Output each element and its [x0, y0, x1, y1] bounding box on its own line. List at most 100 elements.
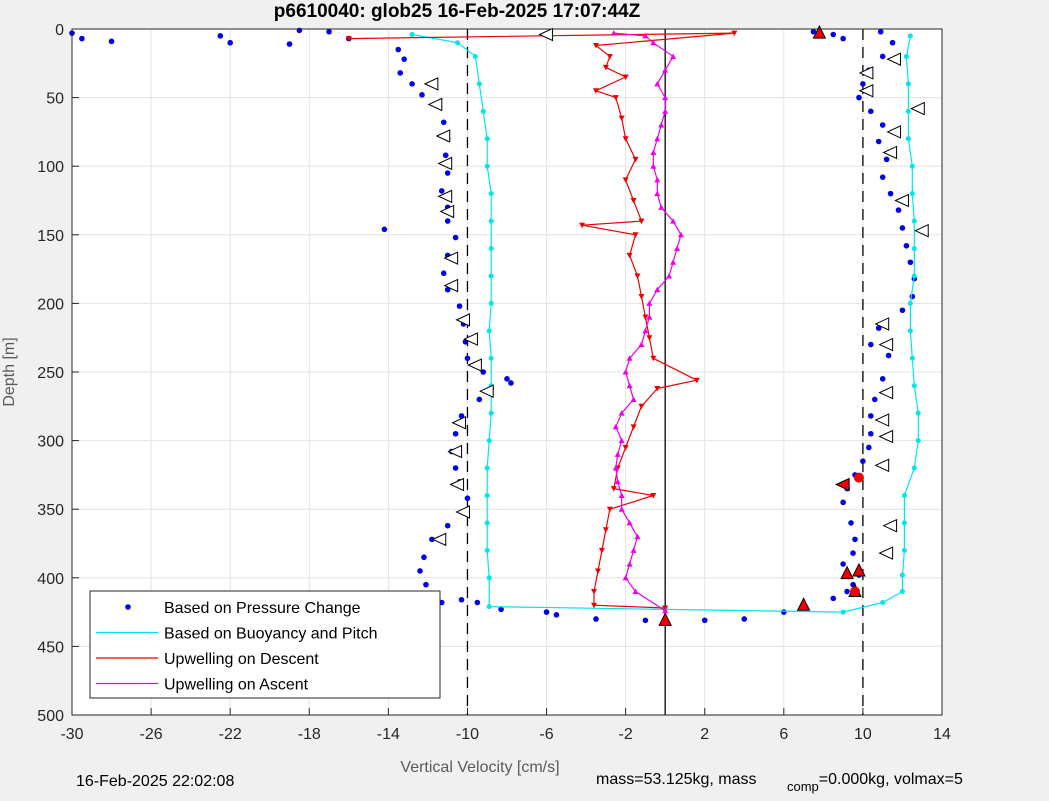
triangle-left-marker — [878, 546, 894, 560]
pressure-point — [860, 458, 866, 464]
series-marker — [618, 506, 625, 512]
series-marker — [614, 451, 621, 457]
red-dot-marker — [853, 472, 864, 483]
pressure-point — [444, 170, 451, 176]
buoyancy-point — [488, 355, 494, 361]
triangle-left-marker — [455, 505, 470, 519]
pressure-point — [423, 581, 429, 588]
series-marker — [618, 492, 625, 498]
pressure-point — [79, 35, 85, 42]
x-tick-label: -2 — [619, 726, 633, 743]
y-tick-label: 400 — [37, 571, 64, 588]
buoyancy-point — [911, 273, 917, 279]
buoyancy-point — [901, 520, 907, 526]
buoyancy-point — [484, 465, 490, 471]
series-marker — [646, 335, 653, 341]
buoyancy-point — [915, 438, 921, 444]
series-marker — [622, 574, 629, 581]
pressure-point — [840, 35, 846, 42]
x-tick-label: -22 — [219, 726, 242, 743]
pressure-point — [108, 38, 115, 45]
pressure-point — [850, 550, 856, 556]
buoyancy-point — [901, 492, 907, 498]
series-upwelling-on-ascent — [610, 30, 684, 614]
pressure-point — [907, 259, 914, 266]
legend-swatch — [125, 604, 131, 610]
pressure-point — [868, 413, 874, 419]
buoyancy-point — [901, 547, 907, 553]
pressure-point — [442, 152, 449, 159]
pressure-point — [868, 430, 874, 437]
buoyancy-point — [484, 136, 490, 142]
buoyancy-point — [905, 136, 911, 142]
triangle-up-marker — [658, 612, 672, 626]
y-tick-label: 450 — [37, 639, 64, 656]
pressure-point — [217, 33, 224, 39]
plot-frame — [71, 28, 943, 716]
series-marker — [610, 30, 617, 36]
y-tick-label: 500 — [37, 708, 64, 725]
buoyancy-point — [486, 575, 492, 581]
buoyancy-point — [486, 328, 492, 334]
triangle-left-marker — [455, 313, 470, 327]
pressure-point — [458, 596, 465, 603]
triangle-left-marker — [437, 189, 453, 204]
series-marker — [654, 135, 661, 142]
series-marker — [693, 377, 700, 384]
series-marker — [650, 163, 657, 169]
series-marker — [658, 122, 665, 128]
series-marker — [731, 30, 738, 37]
buoyancy-point — [907, 300, 913, 306]
x-tick-label: -14 — [377, 726, 400, 743]
red-dot-marker — [850, 586, 860, 597]
pressure-point — [381, 226, 388, 233]
pressure-point — [464, 495, 471, 502]
pressure-point — [480, 369, 487, 375]
buoyancy-point — [911, 465, 917, 471]
series-marker — [591, 602, 597, 609]
triangle-left-marker — [467, 358, 482, 372]
series-marker — [612, 95, 619, 101]
buoyancy-point — [840, 609, 846, 615]
series-marker — [622, 369, 629, 375]
x-tick-label: 6 — [779, 726, 788, 743]
y-tick-label: 200 — [37, 296, 64, 313]
series-marker — [662, 607, 669, 614]
series-marker — [654, 286, 661, 293]
triangle-left-marker — [882, 145, 898, 160]
legend-label: Upwelling on Ascent — [164, 677, 309, 694]
buoyancy-point — [484, 163, 490, 169]
pressure-point — [464, 355, 471, 362]
pressure-point — [593, 616, 599, 622]
pressure-point — [452, 430, 459, 437]
series-marker — [654, 80, 661, 87]
reference-lines — [466, 29, 864, 715]
series-marker — [592, 42, 599, 49]
pressure-point — [840, 561, 846, 567]
triangle-left-marker — [878, 429, 894, 444]
x-tick-labels: -30 -26 -22 -18 -14 -10 -6 -2 2 6 10 14 — [60, 726, 951, 743]
pressure-point — [452, 465, 459, 471]
y-tick-label: 300 — [37, 434, 64, 451]
series-marker — [642, 32, 649, 39]
pressure-point — [474, 599, 481, 606]
pressure-point — [840, 499, 846, 506]
triangle-left-marker — [431, 532, 447, 547]
y-tick-label: 350 — [37, 502, 64, 519]
pressure-point — [444, 286, 451, 293]
pressure-point — [899, 225, 906, 231]
x-tick-label: -6 — [539, 726, 553, 743]
pressure-point — [397, 70, 404, 76]
pressure-point — [543, 609, 550, 615]
triangle-left-marker — [910, 101, 925, 116]
pressure-point — [438, 188, 445, 194]
triangle-left-marker — [435, 129, 451, 143]
series-marker — [658, 204, 665, 210]
pressure-point — [781, 609, 787, 615]
series-marker — [579, 222, 586, 229]
series-marker — [630, 396, 637, 402]
series-marker — [632, 156, 639, 163]
series-marker — [632, 588, 639, 595]
pressure-point — [875, 325, 882, 331]
